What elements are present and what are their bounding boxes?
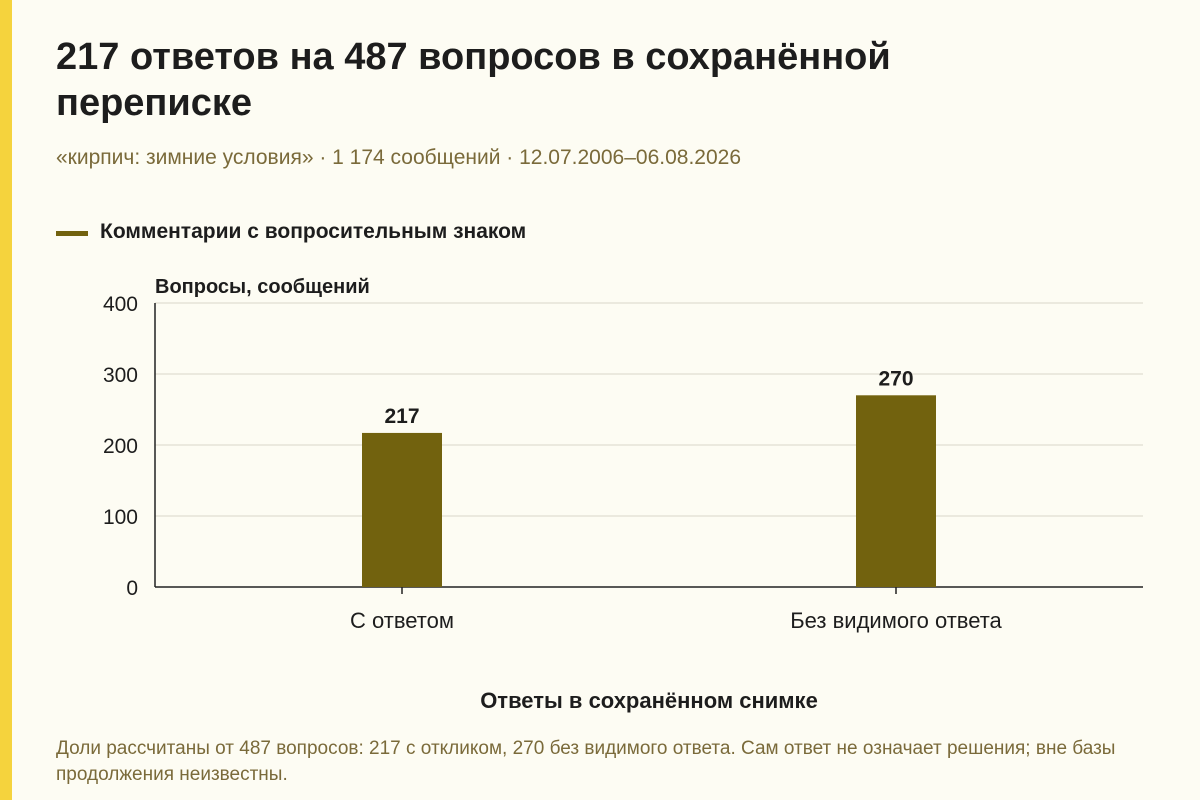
legend-swatch bbox=[56, 230, 88, 236]
chart-subtitle: «кирпич: зимние условия» · 1 174 сообщен… bbox=[56, 146, 741, 169]
footnote: Доли рассчитаны от 487 вопросов: 217 с о… bbox=[56, 738, 1116, 785]
x-axis-label: Ответы в сохранённом снимке bbox=[480, 688, 818, 713]
accent-bar bbox=[0, 0, 12, 800]
y-tick-label: 0 bbox=[126, 577, 138, 600]
y-tick-label: 100 bbox=[103, 506, 138, 529]
y-tick-label: 300 bbox=[103, 364, 138, 387]
x-tick-label: Без видимого ответа bbox=[790, 608, 1002, 633]
label-layer: 0 100 200 300 400 217 С ответом 270 Без видимого… bbox=[103, 293, 1003, 633]
data-label: 217 bbox=[384, 405, 419, 428]
bar-chart: Вопросы, сообщений Ответы в сохранённом … bbox=[103, 276, 1143, 713]
y-tick-label: 200 bbox=[103, 435, 138, 458]
y-axis-label: Вопросы, сообщений bbox=[155, 276, 370, 298]
data-label: 270 bbox=[878, 367, 913, 390]
legend-label: Комментарии с вопросительным знаком bbox=[100, 220, 527, 243]
bar-layer bbox=[362, 395, 936, 587]
y-tick-label: 400 bbox=[103, 293, 138, 316]
bar bbox=[362, 432, 442, 587]
bar bbox=[856, 395, 936, 587]
legend: Комментарии с вопросительным знаком bbox=[56, 220, 526, 244]
chart-title: 217 ответов на 487 вопросов в сохранённо… bbox=[56, 36, 891, 124]
grid-layer bbox=[154, 302, 1143, 594]
x-tick-label: С ответом bbox=[350, 608, 454, 633]
